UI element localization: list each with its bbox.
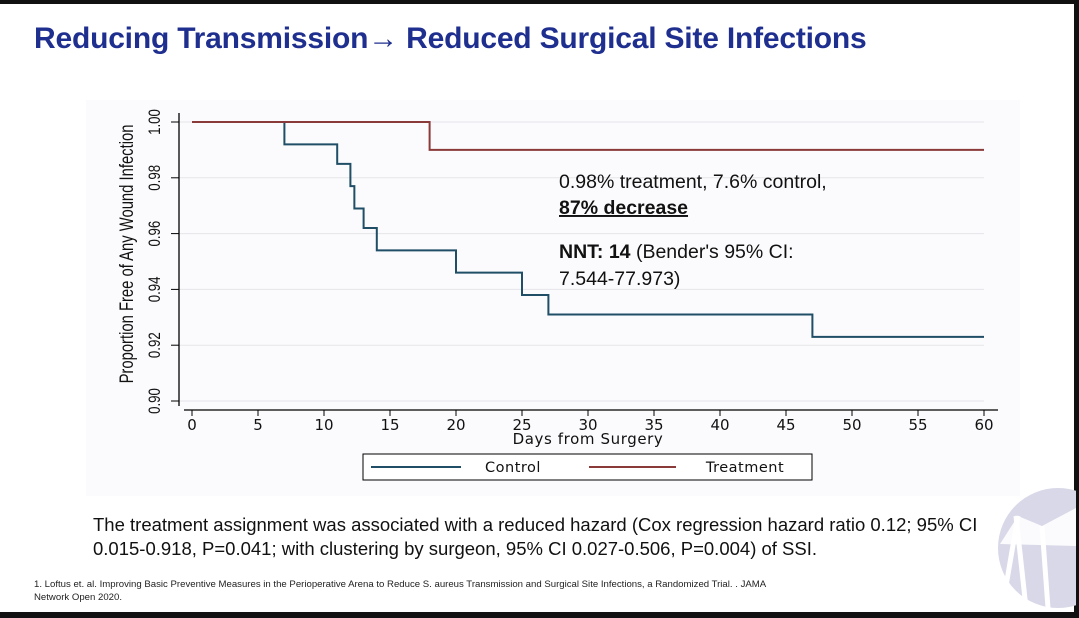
km-chart: 0.90 0.92 0.94 0.96 0.98 1.00 0 5 10 15 20 25 30 35 40… bbox=[116, 109, 998, 481]
annotation-nnt-ci: (Bender's 95% CI: bbox=[631, 241, 794, 263]
bottom-border bbox=[0, 612, 1079, 618]
y-tick-label: 1.00 bbox=[146, 109, 165, 135]
y-tick-label: 0.90 bbox=[146, 388, 165, 414]
x-tick-label: 10 bbox=[314, 416, 333, 434]
annotation-ci-range: 7.544-77.973) bbox=[559, 268, 680, 290]
y-tick-label: 0.94 bbox=[146, 276, 165, 302]
legend-label-treatment: Treatment bbox=[705, 460, 784, 476]
y-tick-label: 0.92 bbox=[146, 332, 165, 358]
annotation-decrease: 87% decrease bbox=[559, 197, 688, 219]
axis-layer: 0.90 0.92 0.94 0.96 0.98 1.00 0 5 10 15 20 25 30 35 40… bbox=[146, 109, 998, 434]
x-tick-label: 15 bbox=[380, 416, 399, 434]
x-tick-label: 40 bbox=[710, 416, 729, 434]
x-tick-label: 35 bbox=[644, 416, 663, 434]
slide-title: Reducing Transmission→ Reduced Surgical … bbox=[34, 22, 867, 55]
series-line-treatment bbox=[192, 121, 984, 151]
x-tick-label: 5 bbox=[253, 416, 263, 434]
annotation-nnt-label: NNT: 14 bbox=[559, 241, 631, 263]
right-border bbox=[1074, 0, 1079, 618]
x-tick-label: 45 bbox=[776, 416, 795, 434]
annotation-line-1: 0.98% treatment, 7.6% control, bbox=[559, 171, 827, 193]
x-tick-label: 60 bbox=[974, 416, 993, 434]
top-border bbox=[0, 0, 1079, 4]
series-line-control bbox=[192, 121, 984, 338]
x-axis-label: Days from Surgery bbox=[513, 430, 664, 448]
series-layer bbox=[192, 121, 984, 338]
x-tick-label: 25 bbox=[512, 416, 531, 434]
x-tick-label: 20 bbox=[446, 416, 465, 434]
citation-footnote: 1. Loftus et. al. Improving Basic Preven… bbox=[34, 579, 766, 603]
x-tick-label: 50 bbox=[842, 416, 861, 434]
y-tick-label: 0.96 bbox=[146, 221, 165, 247]
legend-label-control: Control bbox=[485, 460, 541, 476]
legend: Control Treatment bbox=[362, 453, 813, 481]
annotation-nnt: NNT: 14 (Bender's 95% CI: bbox=[559, 241, 794, 263]
y-axis-label: Proportion Free of Any Wound Infection bbox=[116, 125, 137, 384]
x-tick-label: 30 bbox=[578, 416, 597, 434]
university-logo-icon bbox=[998, 488, 1076, 609]
summary-text: The treatment assignment was associated … bbox=[93, 514, 978, 559]
x-tick-label: 55 bbox=[908, 416, 927, 434]
y-tick-label: 0.98 bbox=[146, 165, 165, 191]
chart-panel: 0.90 0.92 0.94 0.96 0.98 1.00 0 5 10 15 20 25 30 35 40… bbox=[86, 100, 1020, 496]
x-tick-label: 0 bbox=[187, 416, 197, 434]
